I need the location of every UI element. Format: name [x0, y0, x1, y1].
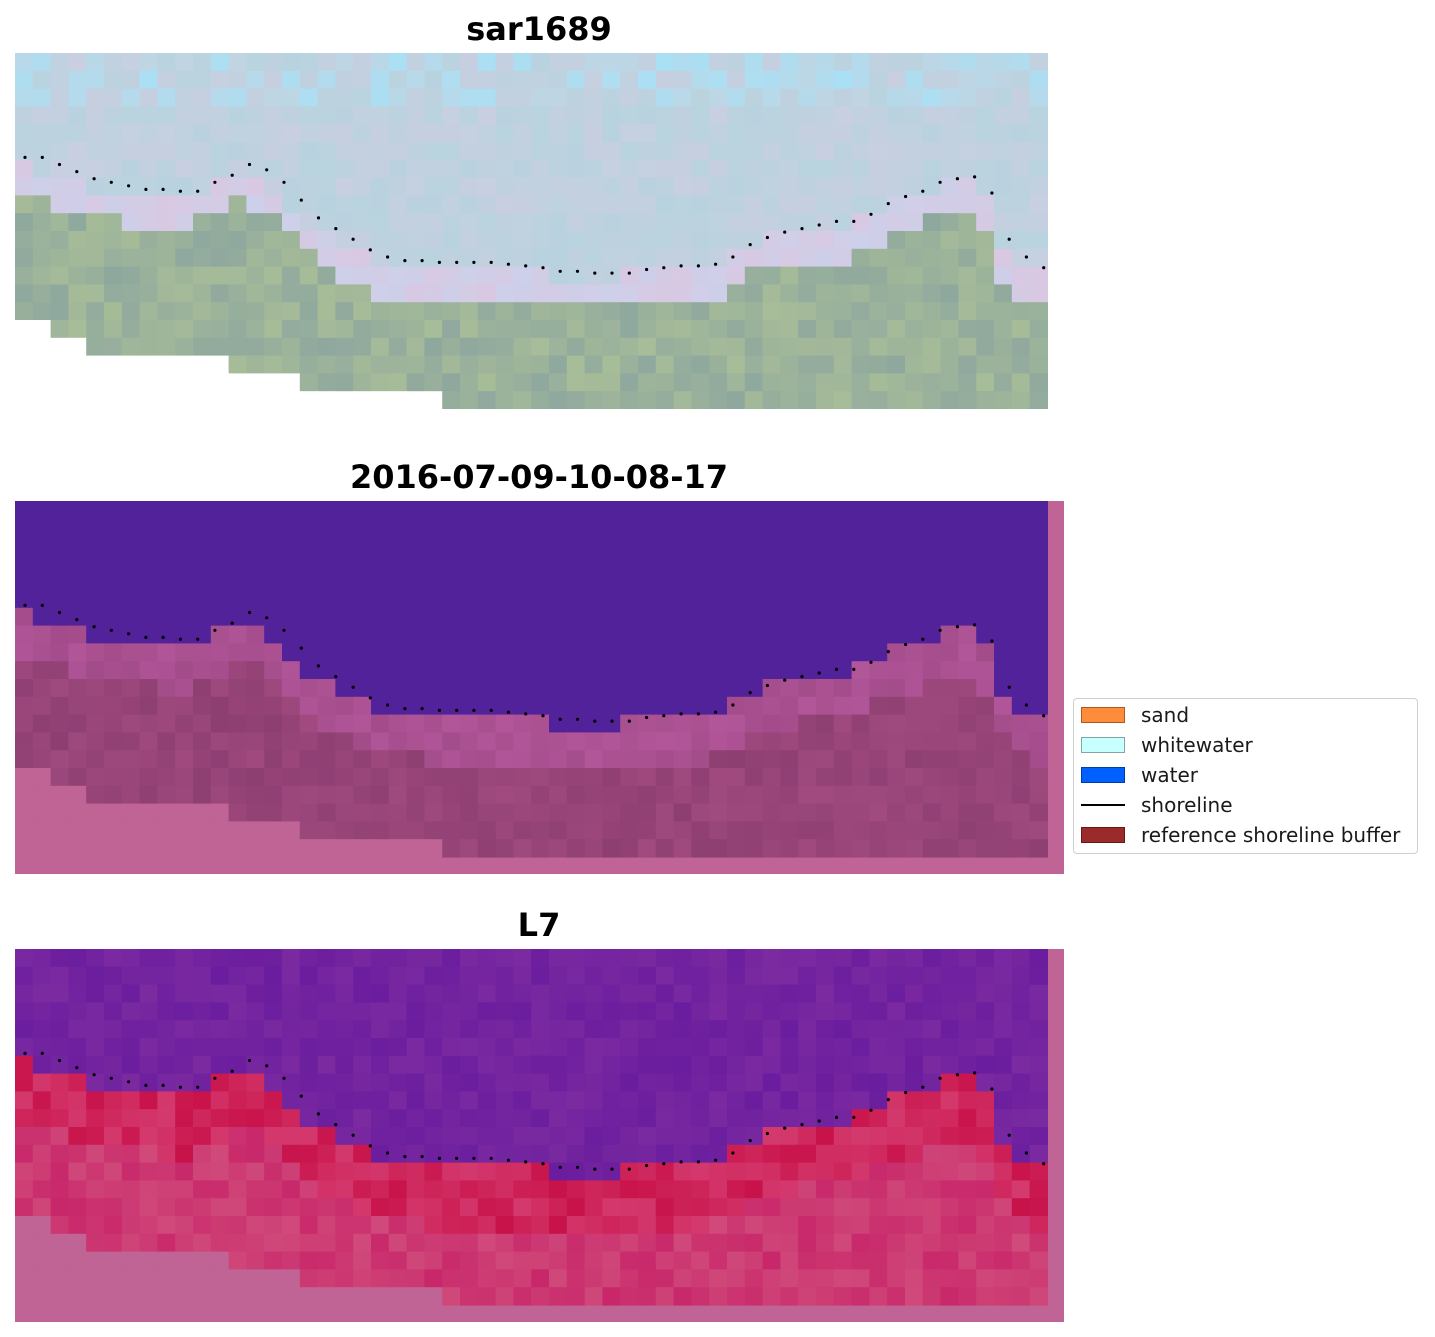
panel-title-rgb: sar1689	[15, 9, 1063, 49]
legend-item-water: water	[1081, 763, 1198, 787]
classified-image	[15, 501, 1064, 874]
legend-label-shoreline: shoreline	[1141, 793, 1233, 817]
shoreline-line-swatch	[1081, 804, 1125, 806]
buffer-swatch	[1081, 827, 1125, 843]
legend-item-sand: sand	[1081, 703, 1189, 727]
index-image	[15, 949, 1064, 1322]
legend-label-sand: sand	[1141, 703, 1189, 727]
legend-item-shoreline: shoreline	[1081, 793, 1233, 817]
legend-label-buffer: reference shoreline buffer	[1141, 823, 1400, 847]
pixel-mosaic	[15, 501, 1048, 858]
whitewater-swatch	[1081, 737, 1125, 753]
legend: sand whitewater water shoreline referenc…	[1073, 698, 1418, 854]
rgb-image	[15, 53, 1064, 409]
pixel-mosaic	[15, 53, 1048, 409]
panel-title-classified: 2016-07-09-10-08-17	[15, 457, 1063, 497]
water-swatch	[1081, 767, 1125, 783]
index-image-panel	[15, 949, 1064, 1322]
legend-item-buffer: reference shoreline buffer	[1081, 823, 1400, 847]
legend-item-whitewater: whitewater	[1081, 733, 1253, 757]
rgb-image-panel	[15, 53, 1064, 409]
legend-label-whitewater: whitewater	[1141, 733, 1253, 757]
legend-label-water: water	[1141, 763, 1198, 787]
pixel-mosaic	[15, 949, 1048, 1306]
sand-swatch	[1081, 707, 1125, 723]
panel-title-index: L7	[15, 905, 1063, 945]
classified-image-panel	[15, 501, 1064, 874]
